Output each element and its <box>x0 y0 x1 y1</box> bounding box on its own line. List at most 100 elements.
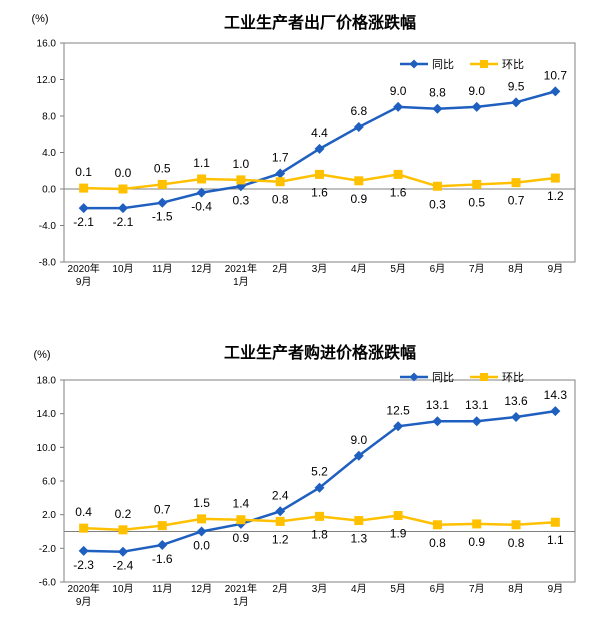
y-tick-label: 6.0 <box>42 477 56 488</box>
x-category-label: 1月 <box>233 276 249 288</box>
data-label-yoy: 6.8 <box>350 104 367 118</box>
data-label-mom: 1.6 <box>311 185 328 199</box>
data-label-mom: 1.2 <box>547 189 564 203</box>
data-label-yoy: 14.3 <box>544 388 568 402</box>
data-point-yoy <box>393 421 404 432</box>
y-tick-label: -6.0 <box>39 578 57 589</box>
data-point-mom <box>197 174 207 184</box>
data-label-mom: 1.0 <box>233 157 250 171</box>
data-label-yoy: 13.1 <box>426 398 450 412</box>
data-label-yoy: 0.0 <box>193 539 210 553</box>
data-label-mom: 0.9 <box>350 192 367 206</box>
x-category-label: 7月 <box>469 263 485 275</box>
data-label-mom: 1.3 <box>350 532 367 546</box>
data-label-mom: 1.5 <box>193 496 210 510</box>
x-category-label: 6月 <box>430 583 446 595</box>
legend-marker <box>409 372 419 382</box>
y-tick-label: -8.0 <box>39 258 57 269</box>
data-point-mom <box>432 181 442 191</box>
x-category-label: 3月 <box>312 263 328 275</box>
chart-output-price: 工业生产者出厂价格涨跌幅 (%) 16.0 12.0 8.0 4.0 0.0 -4.0 -8.0… <box>31 13 576 288</box>
data-point-mom <box>315 511 324 521</box>
x-category-label: 1月 <box>233 596 249 608</box>
x-category-label: 4月 <box>351 583 367 595</box>
y-tick-label: 16.0 <box>37 39 57 50</box>
data-label-mom: 0.2 <box>115 507 132 521</box>
data-label-yoy: 8.8 <box>429 86 446 100</box>
data-label-yoy: -2.1 <box>73 215 94 229</box>
data-label-yoy: -2.3 <box>73 558 94 572</box>
data-label-yoy: -1.5 <box>152 210 173 224</box>
x-category-label: 12月 <box>191 583 212 595</box>
y-tick-label: 0.0 <box>42 185 56 196</box>
data-label-mom: 0.3 <box>429 197 446 211</box>
data-point-yoy <box>353 450 364 461</box>
data-label-mom: 0.5 <box>154 161 171 175</box>
data-point-mom <box>550 517 560 527</box>
data-label-mom: 1.1 <box>547 533 564 547</box>
data-point-yoy <box>117 203 128 214</box>
x-category-label: 7月 <box>469 583 485 595</box>
x-category-label: 9月 <box>76 596 92 608</box>
y-tick-label: 12.0 <box>37 75 57 86</box>
y-tick-label: 10.0 <box>37 443 57 454</box>
x-category-label: 11月 <box>152 263 172 275</box>
y-tick-label: 8.0 <box>42 112 56 123</box>
data-label-yoy: -2.4 <box>113 559 134 573</box>
data-label-mom: 0.4 <box>75 505 92 519</box>
legend-label: 同比 <box>432 371 454 384</box>
data-point-mom <box>550 173 560 183</box>
data-label-mom: 0.8 <box>272 193 289 207</box>
x-category-label: 8月 <box>508 263 524 275</box>
data-point-mom <box>236 175 246 185</box>
x-category-label: 8月 <box>508 583 524 595</box>
x-category-label: 6月 <box>430 263 446 275</box>
data-point-yoy <box>78 203 89 214</box>
data-label-yoy: 2.4 <box>272 488 289 502</box>
unit-label: (%) <box>31 13 48 25</box>
data-point-mom <box>511 178 521 188</box>
data-label-mom: 1.8 <box>311 527 328 541</box>
y-tick-label: 18.0 <box>37 376 57 387</box>
x-category-label: 9月 <box>76 276 92 288</box>
data-point-yoy <box>353 121 364 132</box>
data-point-mom <box>79 523 89 533</box>
y-tick-label: 14.0 <box>37 409 57 420</box>
data-label-mom: 0.8 <box>429 536 446 550</box>
data-point-yoy <box>196 187 207 198</box>
chart-purchase-price: 工业生产者购进价格涨跌幅 (%) 18.0 14.0 10.0 6.0 2.0 -2.0 -6.… <box>33 343 576 608</box>
data-point-yoy <box>117 546 128 557</box>
data-label-mom: 1.1 <box>193 156 210 170</box>
data-point-mom <box>354 176 364 186</box>
data-point-yoy <box>550 406 561 417</box>
x-category-label: 3月 <box>312 583 328 595</box>
data-point-mom <box>79 183 89 193</box>
x-category-label: 11月 <box>152 583 172 595</box>
x-category-label: 5月 <box>390 263 406 275</box>
data-label-yoy: 9.0 <box>350 433 367 447</box>
data-label-mom: 0.9 <box>468 535 485 549</box>
data-label-yoy: 4.4 <box>311 126 328 140</box>
data-label-yoy: -2.1 <box>113 215 134 229</box>
x-category-label: 10月 <box>112 583 133 595</box>
data-point-yoy <box>78 545 89 556</box>
x-category-label: 2020年 <box>68 262 100 275</box>
x-category-label: 10月 <box>112 263 133 275</box>
data-point-yoy <box>196 526 207 537</box>
data-point-yoy <box>314 482 325 493</box>
y-tick-label: -4.0 <box>39 221 57 232</box>
data-point-mom <box>511 520 521 530</box>
y-tick-label: 4.0 <box>42 148 56 159</box>
data-point-mom <box>393 511 403 521</box>
data-label-yoy: 12.5 <box>386 403 410 417</box>
data-point-mom <box>118 525 128 535</box>
data-label-yoy: 5.2 <box>311 465 328 479</box>
data-label-yoy: 0.9 <box>233 531 250 545</box>
x-category-label: 2021年 <box>225 582 257 595</box>
x-category-label: 5月 <box>390 583 406 595</box>
data-label-yoy: -0.4 <box>191 200 212 214</box>
data-point-yoy <box>471 101 482 112</box>
data-point-mom <box>275 516 285 526</box>
data-label-yoy: 10.7 <box>544 68 568 82</box>
